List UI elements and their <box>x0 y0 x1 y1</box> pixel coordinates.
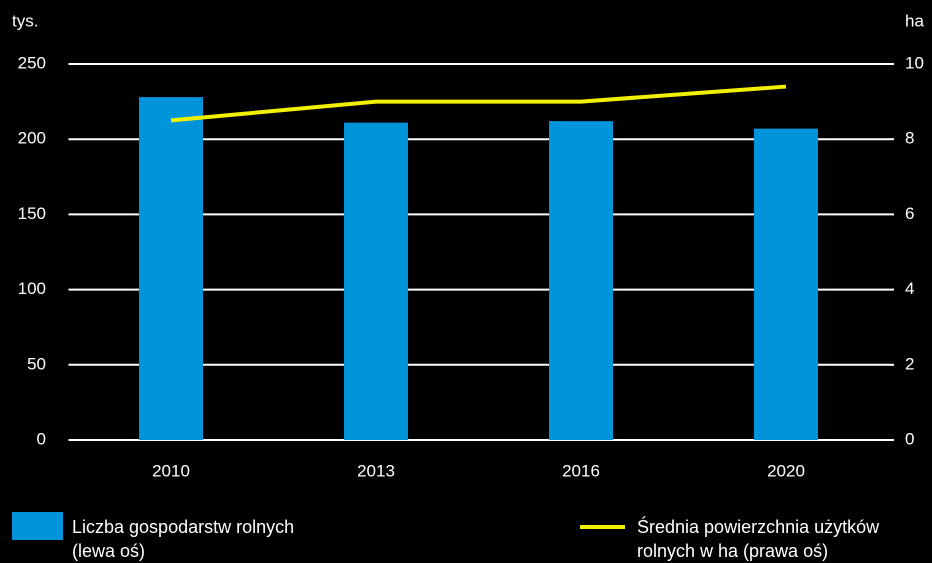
y-tick-label: 50 <box>27 354 46 373</box>
y-tick-label: 100 <box>18 279 46 298</box>
line <box>170 84 787 123</box>
legend-swatch-line <box>580 525 625 529</box>
x-tick-label: 2010 <box>152 461 190 480</box>
y-tick-label: 0 <box>37 429 46 448</box>
bar <box>139 97 203 440</box>
y-tick-label: 200 <box>18 129 46 148</box>
legend-swatch-bar <box>12 512 63 540</box>
bar <box>549 121 613 440</box>
y2-tick-label: 2 <box>905 354 914 373</box>
y2-tick-label: 0 <box>905 429 914 448</box>
x-tick-label: 2013 <box>357 461 395 480</box>
chart: tys. ha 0 50 100 150 200 250 0 2 4 6 8 10 2010 2013 20… <box>12 11 924 480</box>
y-axis-label: tys. <box>12 11 38 30</box>
y2-tick-label: 4 <box>905 279 914 298</box>
y-tick-label: 250 <box>18 53 46 72</box>
y-tick-label: 150 <box>18 204 46 223</box>
y2-axis-label: ha <box>905 11 924 30</box>
bar <box>754 128 818 440</box>
y2-tick-label: 10 <box>905 53 924 72</box>
y2-tick-label: 8 <box>905 129 914 148</box>
legend-label: Liczba gospodarstw rolnych (lewa oś) <box>72 517 295 561</box>
bar <box>344 122 408 440</box>
x-tick-label: 2016 <box>562 461 600 480</box>
x-tick-label: 2020 <box>767 461 805 480</box>
legend-label: Średnia powierzchnia użytków rolnych w h… <box>637 517 880 561</box>
y2-tick-label: 6 <box>905 204 914 223</box>
